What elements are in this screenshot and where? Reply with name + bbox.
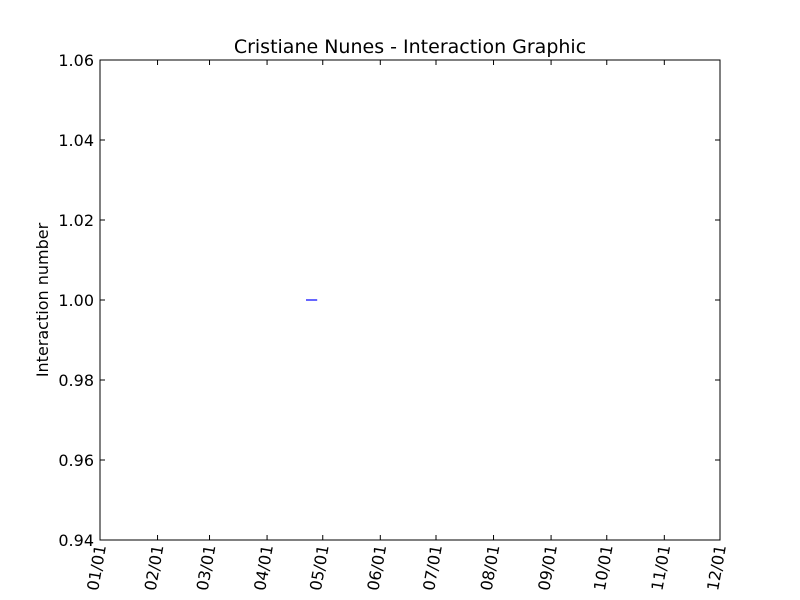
x-tick-label: 02/01 xyxy=(141,543,168,592)
x-tick-label: 04/01 xyxy=(250,543,277,592)
y-axis-label: Interaction number xyxy=(33,222,52,377)
y-tick-label: 1.04 xyxy=(58,131,94,150)
chart-title: Cristiane Nunes - Interaction Graphic xyxy=(234,36,586,58)
x-tick-label: 08/01 xyxy=(477,543,504,592)
y-tick-label: 0.94 xyxy=(58,531,94,550)
x-tick-label: 11/01 xyxy=(648,543,675,592)
y-tick-label: 1.00 xyxy=(58,291,94,310)
x-tick-label: 12/01 xyxy=(703,543,730,592)
plot-area xyxy=(99,59,721,541)
y-tick-label: 0.98 xyxy=(58,371,94,390)
x-tick-label: 05/01 xyxy=(306,543,333,592)
x-tick-label: 06/01 xyxy=(364,543,391,592)
y-tick-label: 1.06 xyxy=(58,51,94,70)
y-axis-ticks: 0.94 0.96 0.98 1.00 1.02 1.04 1.06 xyxy=(58,51,720,550)
x-tick-label: 09/01 xyxy=(534,543,561,592)
x-tick-label: 07/01 xyxy=(419,543,446,592)
y-tick-label: 1.02 xyxy=(58,211,94,230)
y-tick-label: 0.96 xyxy=(58,451,94,470)
x-tick-label: 03/01 xyxy=(193,543,220,592)
x-tick-label: 10/01 xyxy=(590,543,617,592)
x-tick-label: 01/01 xyxy=(83,543,110,592)
